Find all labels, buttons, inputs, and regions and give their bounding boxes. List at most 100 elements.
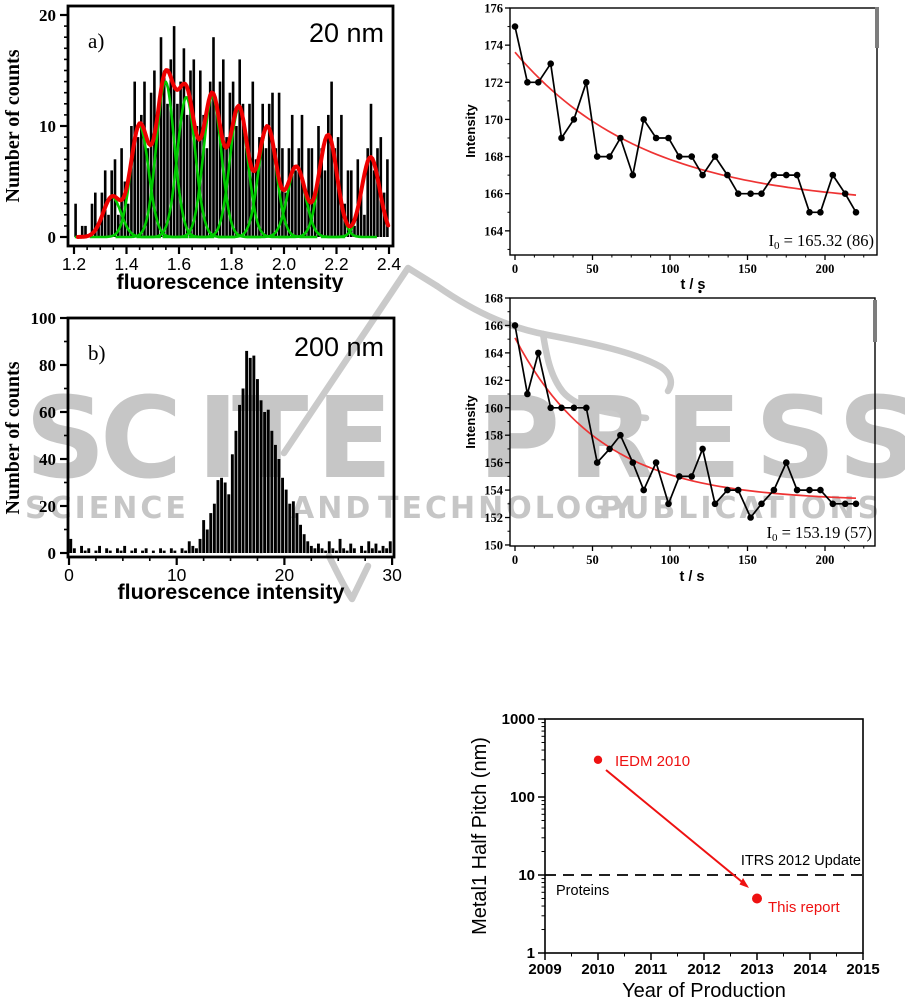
histogram-bar <box>241 388 245 553</box>
histogram-bar <box>205 529 209 553</box>
fit-envelope-curve <box>75 68 391 239</box>
plot-frame <box>544 718 864 954</box>
x-tick-label: 50 <box>586 262 599 276</box>
data-point <box>817 209 824 216</box>
data-point <box>629 459 637 466</box>
histogram-bar <box>83 550 87 553</box>
histogram-bar <box>87 548 91 553</box>
y-tick-label: 100 <box>510 789 535 806</box>
data-point <box>688 153 695 160</box>
histogram-bar <box>360 545 363 553</box>
scrollbar-thumb[interactable] <box>873 300 877 342</box>
histogram-bar <box>208 81 212 237</box>
data-point <box>758 190 765 197</box>
histogram-bar <box>281 148 284 237</box>
histogram-bar <box>198 538 202 553</box>
histogram-bar <box>141 550 144 553</box>
y-tick-label: 160 <box>484 401 503 415</box>
data-point <box>758 500 765 508</box>
histogram-bar <box>281 477 284 553</box>
x-axis-title: Year of Production <box>622 980 786 1002</box>
histogram-bar <box>143 81 146 237</box>
histogram-bar <box>130 550 134 553</box>
histogram-bar <box>220 477 223 553</box>
histogram-bar <box>238 404 241 553</box>
histogram-bar <box>248 357 252 553</box>
y-tick-label: 168 <box>484 150 503 164</box>
y-tick-label: 60 <box>39 403 56 422</box>
y-tick-label: 0 <box>48 228 57 247</box>
itrs-label: ITRS 2012 Update <box>741 853 861 869</box>
histogram-bar <box>107 214 110 237</box>
x-tick-label: 10 <box>167 565 187 585</box>
watermark-letter: S <box>25 374 106 504</box>
histogram-bar <box>245 148 248 237</box>
histogram-bar <box>277 92 281 237</box>
y-tick-label: 0 <box>48 544 57 563</box>
histogram-bar <box>140 114 143 237</box>
histogram-bar <box>254 159 258 237</box>
histogram-bar <box>299 524 302 553</box>
histogram-bar <box>241 103 245 237</box>
histogram-bar <box>320 148 323 237</box>
histogram-bar <box>251 81 255 237</box>
histogram-bar <box>159 37 163 238</box>
corner-label: 200 nm <box>294 332 384 362</box>
this-report-point <box>752 893 762 904</box>
data-series-points <box>511 23 860 216</box>
chart-intensity-decay-20nm: 164 166 168 170 172 174 176 0 50 100 150 200 Intensi… <box>463 2 879 294</box>
x-tick-label: 2014 <box>793 961 827 978</box>
histogram-bar <box>212 37 215 238</box>
histogram-bar <box>277 459 281 553</box>
histogram-bar <box>191 545 195 553</box>
swoosh-hook <box>539 330 650 422</box>
y-tick-label: 1000 <box>502 711 535 728</box>
histogram-bar <box>116 548 119 553</box>
histogram-bar <box>123 545 127 553</box>
histogram-bar <box>270 430 274 553</box>
data-point <box>558 404 565 412</box>
histogram-bar <box>169 548 173 553</box>
y-tick-label: 80 <box>39 356 56 375</box>
data-point <box>547 60 554 67</box>
y-axis-title: Metal1 Half Pitch (nm) <box>469 737 491 935</box>
data-point <box>699 171 706 179</box>
y-tick-label: 20 <box>39 497 56 516</box>
histogram-bar <box>346 170 350 237</box>
data-point <box>734 190 742 197</box>
histogram-bar <box>370 548 374 553</box>
histogram-bar <box>234 430 238 553</box>
histogram-bar <box>274 444 277 553</box>
x-tick-label: 2.4 <box>377 254 402 274</box>
y-tick-label: 10 <box>39 117 56 136</box>
histogram-bar <box>386 159 389 237</box>
histogram-bar <box>385 548 389 553</box>
x-tick-label: 2013 <box>740 961 773 978</box>
y-tick-label: 172 <box>484 76 503 90</box>
x-tick-label: 0 <box>64 565 74 585</box>
histogram-bar <box>134 548 137 553</box>
x-tick-label: 150 <box>738 553 757 567</box>
histogram-bar <box>169 59 173 238</box>
histogram-bar <box>252 355 256 553</box>
scrollbar-thumb[interactable] <box>875 7 879 48</box>
histogram-bar <box>317 543 320 553</box>
y-tick-label: 162 <box>484 374 503 388</box>
histogram-bar <box>69 538 73 553</box>
data-point <box>724 486 731 494</box>
histogram-bar <box>366 148 369 237</box>
histogram-bar <box>367 541 371 554</box>
data-point <box>617 134 624 142</box>
fit-annotation: I0 = 165.32 (86) <box>768 231 874 252</box>
histogram-bar <box>284 489 288 553</box>
histogram-bar <box>230 454 234 553</box>
x-tick-label: 1.8 <box>219 254 243 274</box>
histogram-bar <box>179 81 182 237</box>
data-point <box>829 171 837 179</box>
y-axis-title: Number of counts <box>2 361 24 514</box>
data-point <box>688 473 695 480</box>
histogram-bar <box>187 541 191 554</box>
histogram-bar <box>245 350 249 553</box>
histogram-bar <box>307 148 310 237</box>
data-point <box>629 171 637 179</box>
